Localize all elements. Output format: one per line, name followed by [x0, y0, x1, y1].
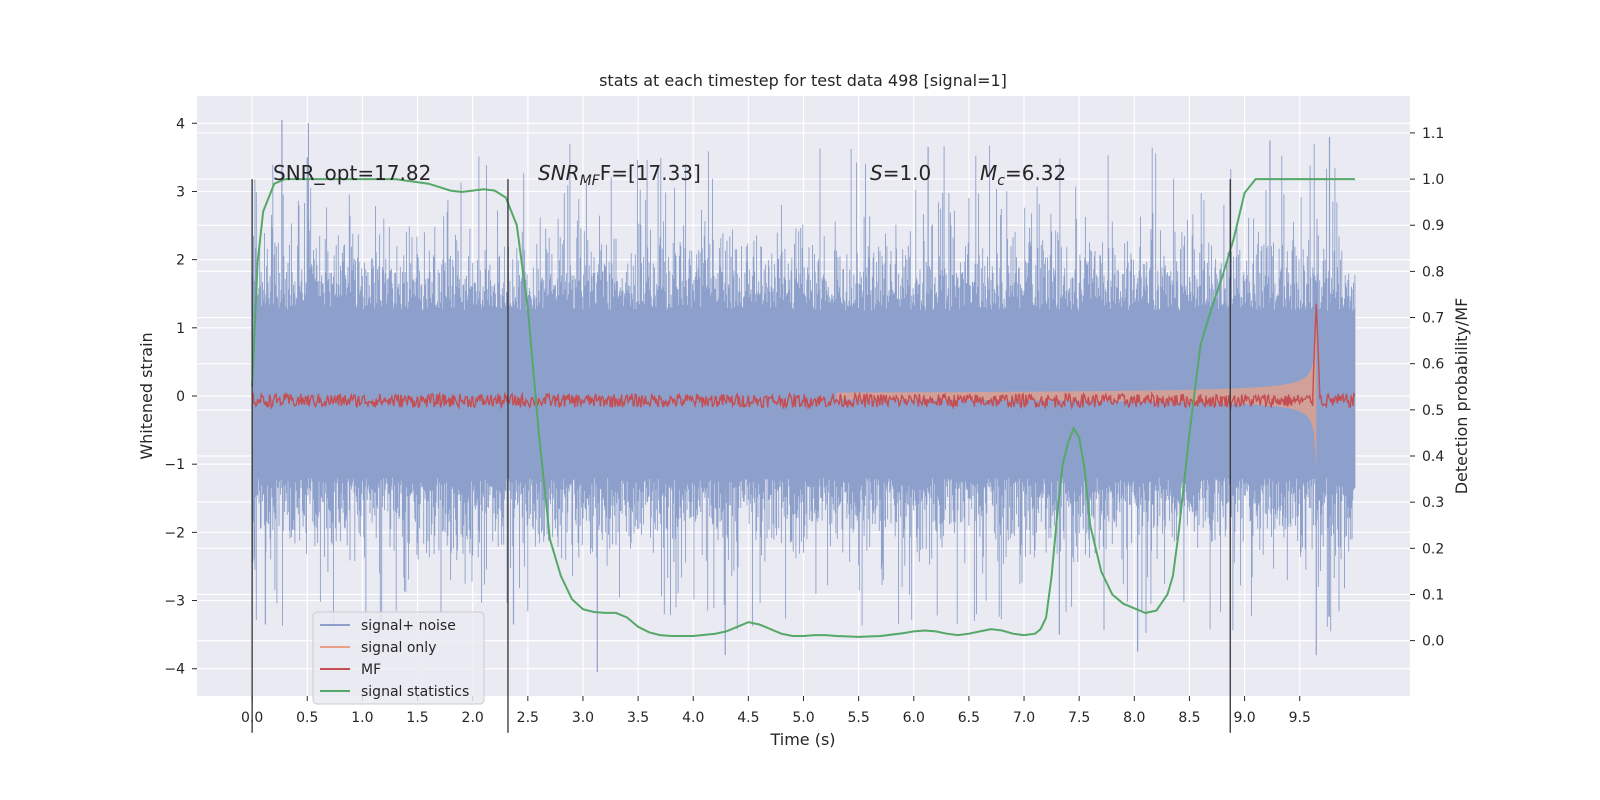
series-signal-statistics: [251, 178, 1355, 638]
x-tick-label: 9.5: [1289, 710, 1311, 726]
x-tick-label: 3.0: [572, 710, 594, 726]
series-mf: [251, 303, 1356, 411]
y2-tick-label: 0.6: [1422, 357, 1444, 373]
series-signal-only: [836, 324, 1317, 468]
vertical-markers: [251, 179, 1231, 733]
y-tick-label: −4: [164, 662, 185, 678]
x-tick-label: 1.0: [351, 710, 373, 726]
annotation-s-value: =1.0: [883, 161, 932, 185]
y-tick-label: −3: [164, 594, 185, 610]
x-tick-label: 8.0: [1123, 710, 1145, 726]
x-tick-label: 7.0: [1013, 710, 1035, 726]
x-tick-label: 2.5: [517, 710, 539, 726]
annotation-mc: Mc=6.32: [980, 161, 1066, 189]
x-axis: 0.0 0.5 1.0 1.5 2.0 2.5 3.0 3.5 4.0 4.5 5.0 5.5 6.0 6…: [241, 696, 1311, 726]
y-tick-label: 3: [176, 184, 185, 200]
y2-tick-label: 0.0: [1422, 634, 1444, 650]
y2-tick-label: 0.2: [1422, 541, 1444, 557]
x-tick-label: 1.5: [406, 710, 428, 726]
x-tick-label: 0.0: [241, 710, 263, 726]
x-axis-label: Time (s): [769, 730, 835, 749]
x-tick-label: 0.5: [296, 710, 318, 726]
annotation-mc-sub: c: [997, 173, 1005, 189]
annotation-snr-mf-sub: MF: [580, 173, 601, 189]
legend-label-mf: MF: [361, 662, 381, 678]
y2-axis-label: Detection probability/MF: [1452, 298, 1471, 495]
legend-label-signal-noise: signal+ noise: [361, 618, 456, 634]
annotation-snr-mf-main: SNR: [538, 161, 580, 185]
x-tick-label: 6.5: [958, 710, 980, 726]
annotation-s: S=1.0: [870, 161, 931, 185]
y2-axis: 0.0 0.1 0.2 0.3 0.4 0.5 0.6 0.7 0.8 0.9 1.0 1.1: [1410, 126, 1444, 650]
y-tick-label: 4: [176, 116, 185, 132]
x-tick-label: 6.0: [903, 710, 925, 726]
y2-tick-label: 1.0: [1422, 172, 1444, 188]
y-tick-label: 2: [176, 253, 185, 269]
annotation-s-symbol: S: [870, 161, 883, 185]
y2-tick-label: 0.5: [1422, 403, 1444, 419]
x-tick-label: 2.0: [462, 710, 484, 726]
x-tick-label: 4.0: [682, 710, 704, 726]
y2-tick-label: 0.3: [1422, 495, 1444, 511]
y2-tick-label: 0.9: [1422, 218, 1444, 234]
legend-label-signal-only: signal only: [361, 640, 436, 656]
annotation-mc-symbol: M: [980, 161, 997, 185]
legend-box: [312, 611, 485, 705]
y2-tick-label: 0.7: [1422, 311, 1444, 327]
x-tick-label: 3.5: [627, 710, 649, 726]
annotation-snr-mf: SNRMFF=[17.33]: [538, 161, 701, 189]
y-tick-label: 1: [176, 321, 185, 337]
y2-tick-label: 0.4: [1422, 449, 1444, 465]
y-axis: −4 −3 −2 −1 0 1 2 3 4: [164, 116, 197, 678]
y2-tick-label: 0.1: [1422, 587, 1444, 603]
y2-tick-label: 0.8: [1422, 264, 1444, 280]
y-tick-label: 0: [176, 389, 185, 405]
x-tick-label: 7.5: [1068, 710, 1090, 726]
chart-title: stats at each timestep for test data 498…: [599, 71, 1007, 90]
y2-tick-label: 1.1: [1422, 126, 1444, 142]
x-tick-label: 8.5: [1178, 710, 1200, 726]
x-tick-label: 9.0: [1233, 710, 1255, 726]
legend-label-signal-statistics: signal statistics: [361, 684, 469, 700]
y-tick-label: −1: [164, 457, 185, 473]
legend: signal+ noise signal only MF signal stat…: [312, 611, 485, 705]
annotation-mc-value: =6.32: [1005, 161, 1066, 185]
series-layer: [251, 119, 1356, 673]
annotation-snr-mf-value: F=[17.33]: [600, 161, 701, 185]
annotation-snr-opt: SNR_opt=17.82: [273, 161, 431, 185]
x-tick-label: 4.5: [737, 710, 759, 726]
x-tick-label: 5.5: [848, 710, 870, 726]
y-axis-label: Whitened strain: [137, 332, 156, 459]
x-tick-label: 5.0: [792, 710, 814, 726]
y-tick-label: −2: [164, 525, 185, 541]
